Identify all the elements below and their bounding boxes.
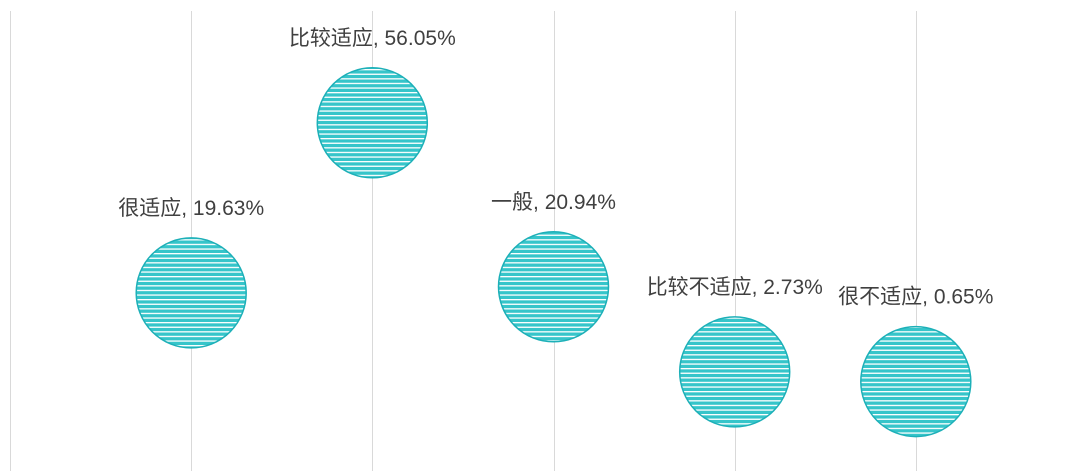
bubble bbox=[316, 67, 429, 179]
data-label-value: 0.65 bbox=[934, 286, 975, 309]
data-labels: 很适应, 19.63% 比较适应, 56.05% 一般, 20.94% 比较不适应, … bbox=[118, 27, 993, 309]
data-label-unit: % bbox=[437, 27, 456, 50]
data-label-unit: % bbox=[597, 191, 616, 214]
data-label-category: 很不适应 bbox=[838, 286, 922, 309]
data-label: 很不适应, 0.65% bbox=[838, 286, 993, 309]
data-label-value: 56.05 bbox=[385, 27, 438, 50]
data-label-unit: % bbox=[975, 286, 994, 309]
bubbles bbox=[135, 67, 972, 438]
bubble bbox=[497, 231, 610, 343]
data-label-unit: % bbox=[804, 276, 823, 299]
data-label-value: 2.73 bbox=[763, 276, 804, 299]
data-label-category: 一般 bbox=[491, 191, 533, 214]
bubble bbox=[678, 316, 791, 428]
data-label: 很适应, 19.63% bbox=[118, 197, 264, 220]
data-label: 比较不适应, 2.73% bbox=[647, 276, 823, 299]
data-label-unit: % bbox=[245, 197, 264, 220]
data-label-category: 很适应 bbox=[118, 197, 181, 220]
data-label: 比较适应, 56.05% bbox=[289, 27, 456, 50]
data-label-category: 比较不适应 bbox=[647, 276, 752, 299]
bubble bbox=[135, 237, 247, 349]
data-label-value: 20.94 bbox=[545, 191, 598, 214]
data-label: 一般, 20.94% bbox=[491, 191, 616, 214]
data-label-category: 比较适应 bbox=[289, 27, 373, 50]
data-label-value: 19.63 bbox=[193, 197, 246, 220]
bubble bbox=[860, 325, 972, 438]
